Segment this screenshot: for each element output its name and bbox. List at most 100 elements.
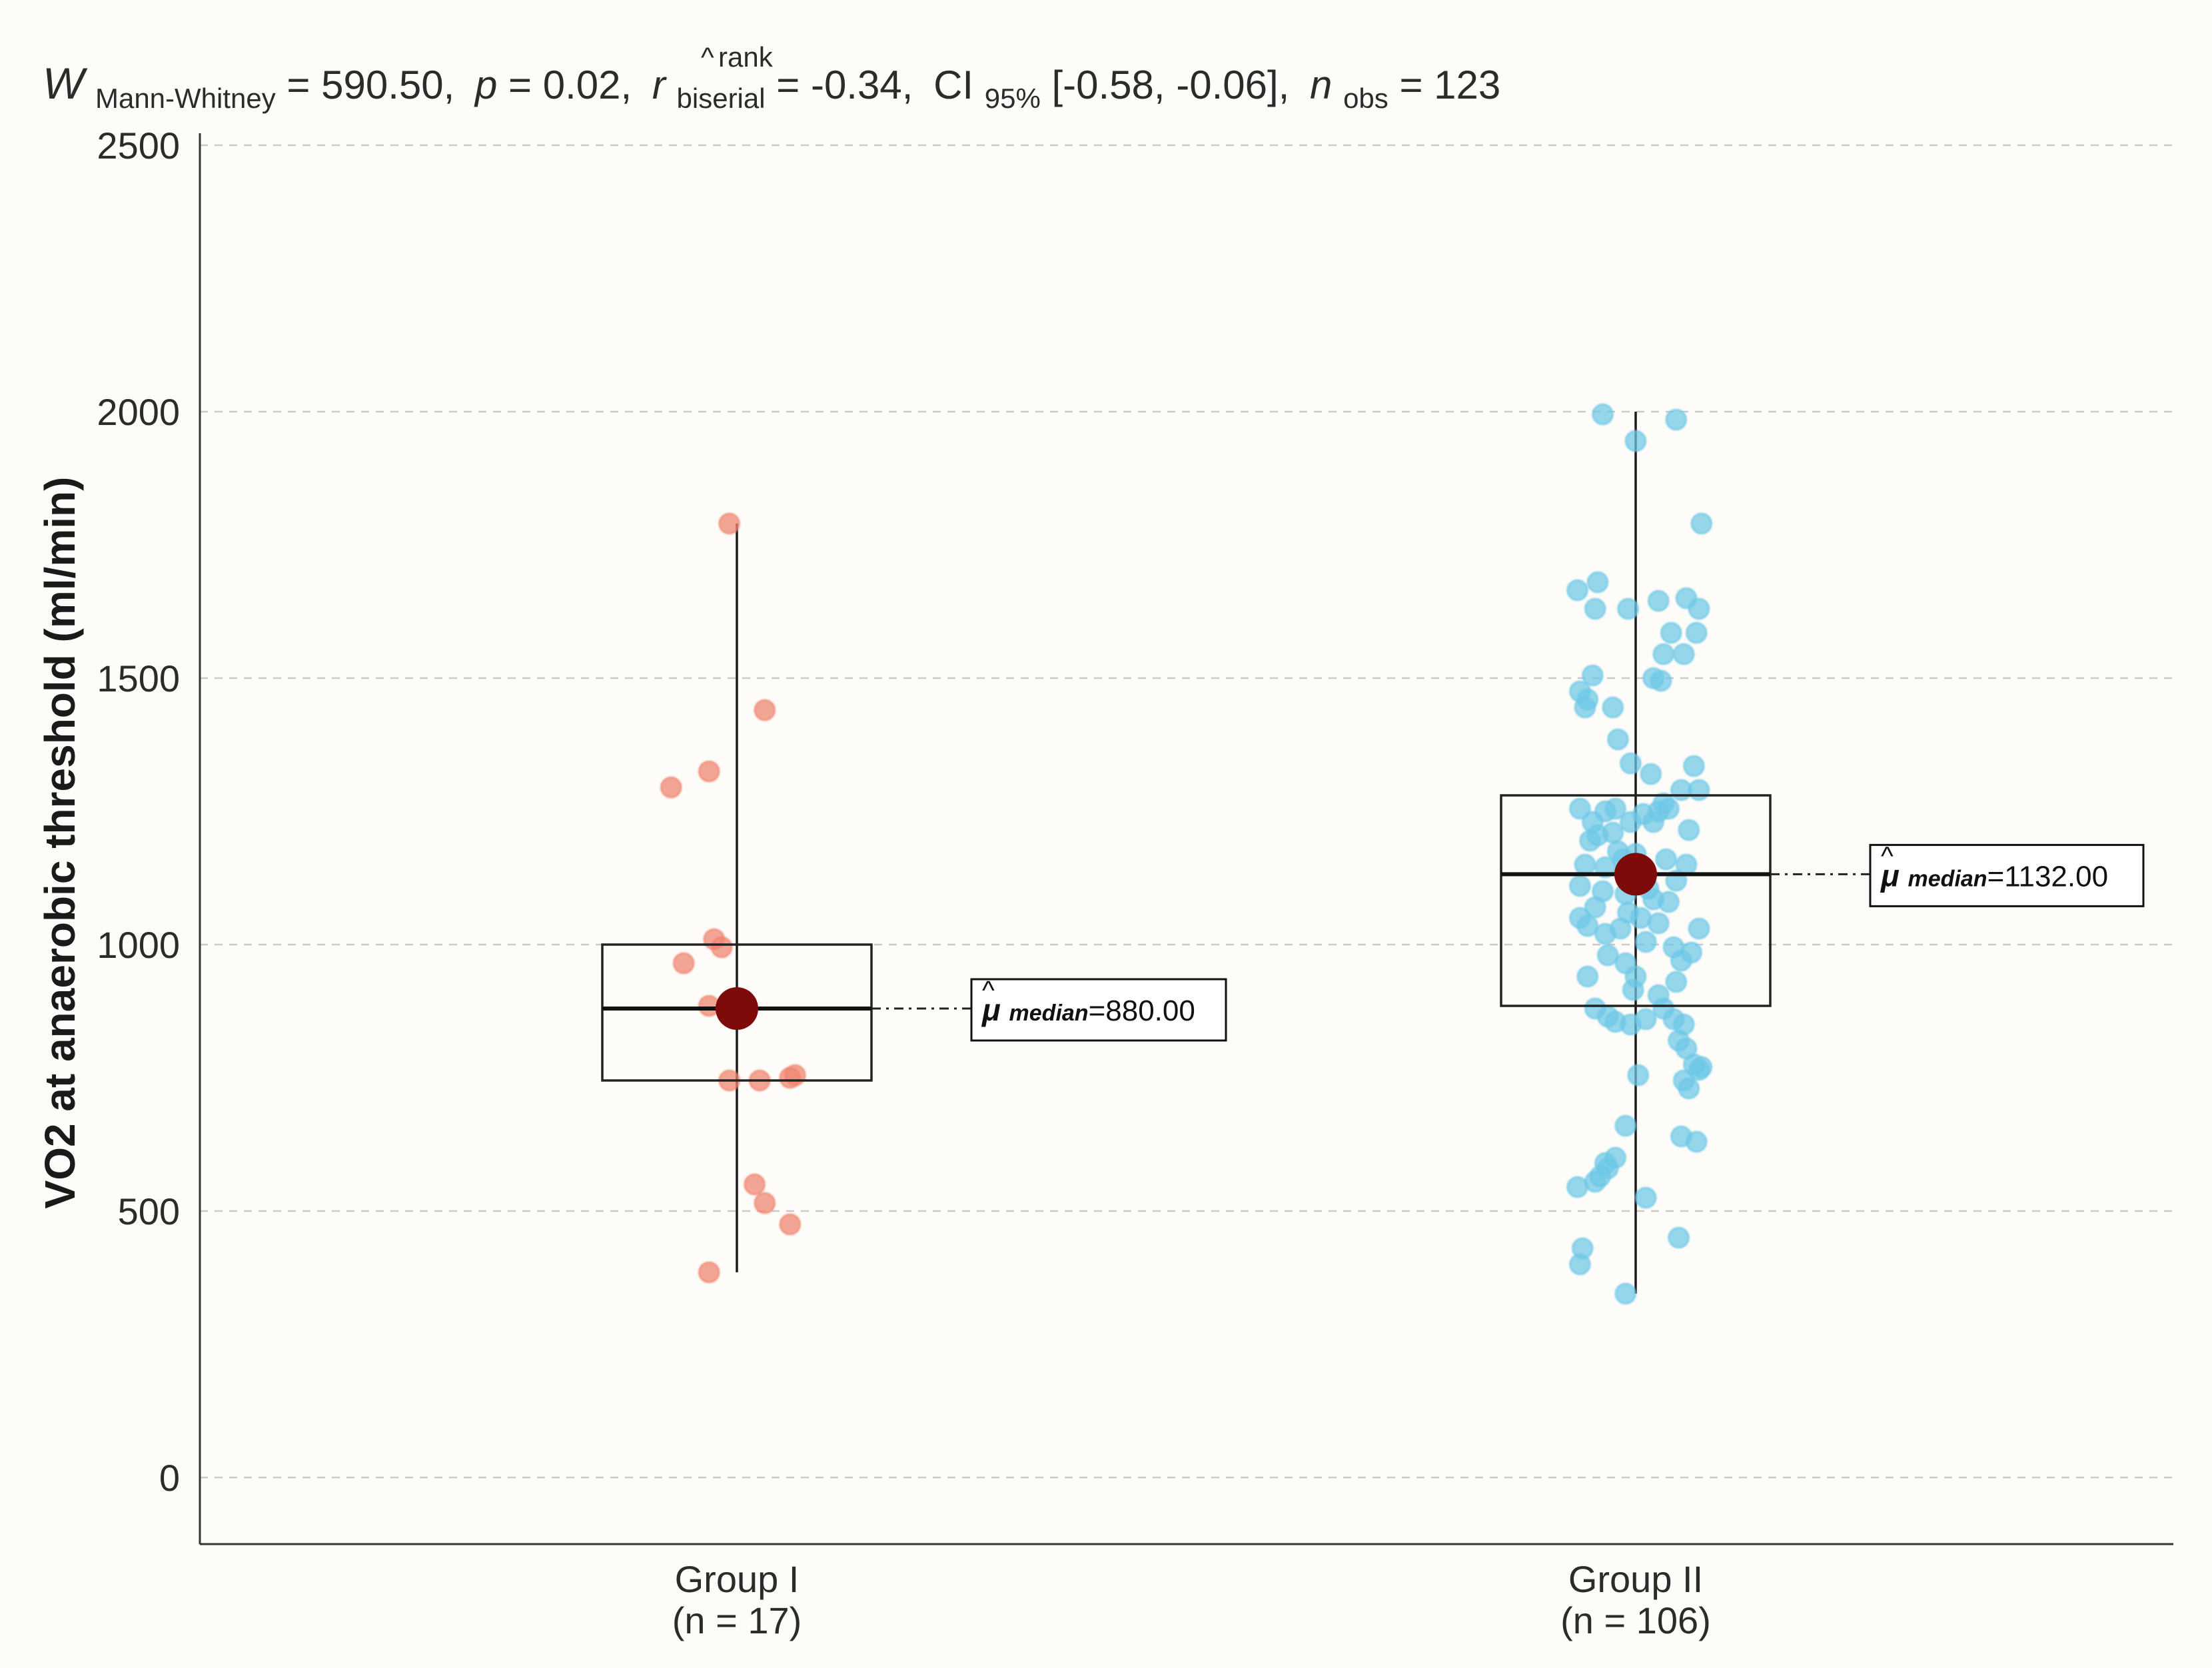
data-point-group-2-102 bbox=[1678, 819, 1700, 841]
subtitle-p-value: = 0.02, bbox=[508, 63, 632, 107]
data-point-group-2-93 bbox=[1566, 1176, 1588, 1198]
data-point-group-2-20 bbox=[1650, 670, 1672, 691]
data-point-group-2-60 bbox=[1688, 918, 1710, 939]
data-point-group-2-5 bbox=[1587, 572, 1608, 593]
data-point-group-2-86 bbox=[1614, 1115, 1636, 1136]
data-point-group-2-3 bbox=[1690, 513, 1712, 534]
data-point-group-2-98 bbox=[1569, 1254, 1591, 1275]
subtitle-r-sup: rank bbox=[718, 41, 774, 73]
y-tick-label-1500: 1500 bbox=[97, 657, 180, 699]
median-label-box-group-1 bbox=[970, 978, 1227, 1042]
median-label-value: =1132.00 bbox=[1987, 860, 2108, 893]
data-point-group-2-22 bbox=[1607, 729, 1629, 750]
data-point-group-2-7 bbox=[1617, 598, 1639, 620]
subtitle-r-value: = -0.34, bbox=[776, 63, 913, 107]
data-point-group-2-67 bbox=[1576, 966, 1598, 987]
subtitle-n-symbol: n bbox=[1310, 63, 1332, 107]
median-label-group-2: μ median=1132.00 bbox=[1880, 858, 2108, 893]
data-point-group-2-88 bbox=[1686, 1131, 1708, 1152]
median-label-word: median bbox=[1009, 1001, 1089, 1026]
data-point-group-2-2 bbox=[1625, 430, 1646, 452]
data-point-group-1-14 bbox=[754, 1192, 776, 1214]
data-point-group-2-68 bbox=[1622, 979, 1644, 1001]
group-1: μ median=880.00^ Group I(n = 17) bbox=[601, 513, 1227, 1641]
data-point-group-2-1 bbox=[1665, 409, 1687, 430]
data-point-group-2-84 bbox=[1678, 1078, 1700, 1099]
data-point-group-2-105 bbox=[1648, 985, 1670, 1006]
subtitle-ci-sub: 95% bbox=[985, 83, 1041, 114]
grid-layer bbox=[200, 144, 2173, 1479]
data-point-group-2-32 bbox=[1579, 830, 1601, 851]
data-point-group-1-2 bbox=[660, 777, 682, 798]
median-label-mu: μ bbox=[1880, 858, 1908, 893]
data-point-group-1-1 bbox=[754, 699, 776, 721]
data-point-group-2-100 bbox=[1582, 811, 1604, 833]
data-point-group-2-101 bbox=[1652, 793, 1674, 814]
y-tick-label-0: 0 bbox=[159, 1457, 180, 1499]
data-point-group-1-15 bbox=[779, 1214, 801, 1235]
data-point-group-2-28 bbox=[1569, 798, 1591, 819]
data-point-group-2-92 bbox=[1584, 1171, 1606, 1192]
data-point-group-2-64 bbox=[1597, 945, 1619, 966]
data-point-group-2-63 bbox=[1670, 950, 1692, 971]
x-tick-n-label-group-1: (n = 17) bbox=[672, 1599, 802, 1641]
data-point-group-2-0 bbox=[1592, 404, 1614, 425]
data-point-group-2-25 bbox=[1683, 755, 1705, 777]
box-group-2 bbox=[1500, 794, 1772, 1007]
subtitle-w-sub: Mann-Whitney bbox=[95, 83, 276, 114]
median-point-group-1 bbox=[716, 987, 758, 1030]
subtitle-r-symbol: r bbox=[652, 63, 667, 107]
y-tick-label-2500: 2500 bbox=[97, 125, 180, 167]
data-point-group-2-21 bbox=[1602, 697, 1624, 718]
data-point-group-2-43 bbox=[1655, 849, 1677, 870]
x-tick-label-group-2: Group II bbox=[1568, 1558, 1703, 1600]
data-point-group-1-12 bbox=[784, 1064, 806, 1086]
x-tick-n-label-group-2: (n = 106) bbox=[1560, 1599, 1711, 1641]
subtitle-p-symbol: p bbox=[474, 63, 497, 107]
data-point-group-2-12 bbox=[1686, 622, 1708, 643]
data-point-group-1-16 bbox=[698, 1262, 720, 1283]
median-label-hat-group-1: ^ bbox=[982, 976, 995, 1005]
median-label-hat-group-2: ^ bbox=[1881, 841, 1894, 871]
data-point-group-2-10 bbox=[1688, 598, 1710, 620]
median-label-group-1: μ median=880.00 bbox=[981, 993, 1195, 1027]
x-tick-label-group-1: Group I bbox=[675, 1558, 800, 1600]
data-point-group-2-13 bbox=[1652, 643, 1674, 665]
median-point-group-2 bbox=[1614, 853, 1657, 896]
median-label-word: median bbox=[1908, 866, 1987, 891]
data-point-group-2-38 bbox=[1642, 811, 1664, 833]
subtitle-ci-symbol: CI bbox=[933, 63, 973, 107]
subtitle-ci-value: [-0.58, -0.06], bbox=[1051, 63, 1289, 107]
box-group-1 bbox=[601, 943, 873, 1082]
data-point-group-2-14 bbox=[1673, 643, 1695, 665]
group-layer: μ median=880.00^Group I(n = 17)μ median=… bbox=[601, 404, 2145, 1641]
subtitle-r-hat: ^ bbox=[701, 41, 714, 73]
data-point-group-2-11 bbox=[1660, 622, 1682, 643]
data-point-group-2-24 bbox=[1640, 763, 1662, 785]
y-tick-label-500: 500 bbox=[118, 1190, 180, 1232]
data-point-group-2-99 bbox=[1614, 1283, 1636, 1304]
data-point-group-2-104 bbox=[1635, 931, 1657, 953]
data-point-group-2-95 bbox=[1635, 1187, 1657, 1208]
data-point-group-2-4 bbox=[1566, 580, 1588, 601]
data-point-group-1-13 bbox=[744, 1174, 766, 1195]
median-label-mu: μ bbox=[981, 993, 1009, 1027]
data-point-group-2-18 bbox=[1574, 697, 1596, 718]
y-axis-label: VO2 at anaerobic threshold (ml/min) bbox=[36, 477, 84, 1209]
data-point-group-2-52 bbox=[1658, 891, 1680, 913]
median-label-box-group-2 bbox=[1869, 843, 2145, 907]
data-point-group-2-74 bbox=[1635, 1009, 1657, 1030]
subtitle-w-value: = 590.50, bbox=[286, 63, 454, 107]
y-tick-label-2000: 2000 bbox=[97, 391, 180, 433]
group-2: μ median=1132.00^Group II(n = 106) bbox=[1500, 404, 2145, 1641]
data-point-group-2-54 bbox=[1576, 915, 1598, 937]
data-point-group-2-17 bbox=[1582, 665, 1604, 686]
chart-subtitle: W Mann-Whitney = 590.50, p = 0.02, r bis… bbox=[43, 59, 1500, 117]
data-point-group-2-8 bbox=[1648, 590, 1670, 612]
data-point-group-2-69 bbox=[1665, 971, 1687, 993]
data-point-group-1-3 bbox=[698, 761, 720, 782]
subtitle-n-value: = 123 bbox=[1399, 63, 1500, 107]
subtitle-w-symbol: W bbox=[43, 59, 88, 108]
